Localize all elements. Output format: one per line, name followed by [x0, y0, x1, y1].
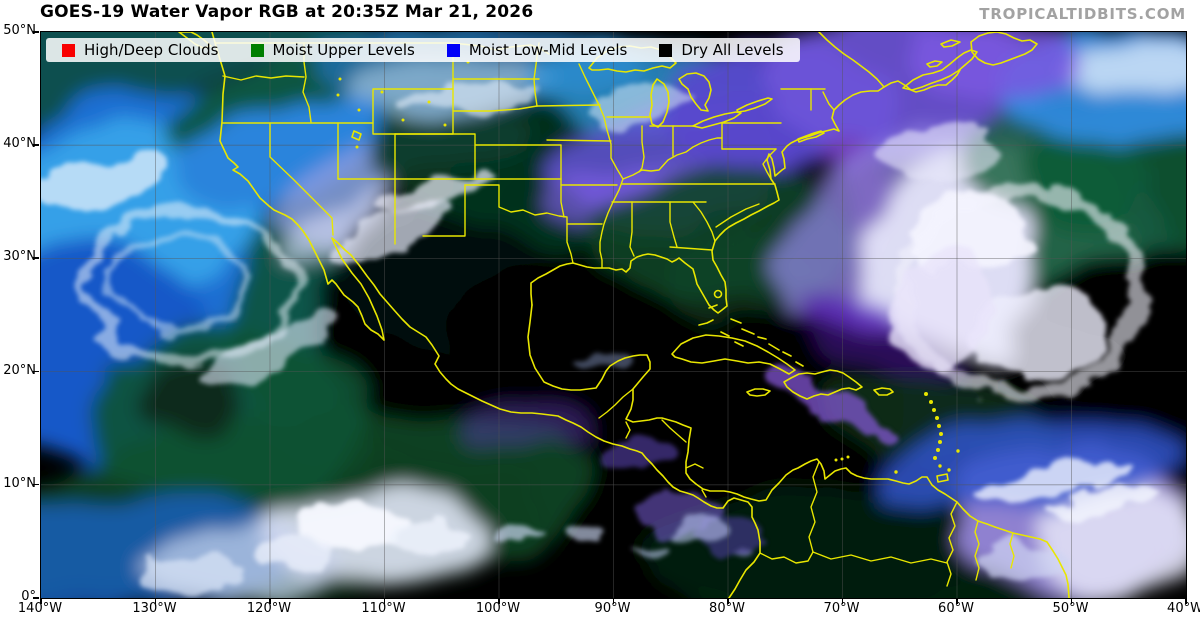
legend-label: Moist Upper Levels — [272, 41, 415, 59]
legend-item: Moist Low-Mid Levels — [446, 41, 628, 59]
axis-tick — [841, 598, 843, 604]
long-island — [797, 130, 825, 143]
lon-label: 90°W — [594, 601, 631, 616]
lon-label: 70°W — [823, 601, 860, 616]
lon-label: 120°W — [246, 601, 292, 616]
axis-tick — [498, 598, 500, 604]
axis-tick — [612, 598, 614, 604]
small-lakes — [336, 60, 470, 149]
state-borders — [214, 42, 835, 269]
legend-label: Dry All Levels — [681, 41, 784, 59]
axis-tick — [40, 598, 42, 604]
lon-label: 130°W — [132, 601, 177, 616]
bahamas — [708, 304, 804, 367]
legend-swatch — [446, 43, 460, 57]
puerto-rico — [873, 387, 894, 396]
axis-tick — [33, 370, 39, 373]
legend: High/Deep Clouds Moist Upper Levels Moist … — [46, 38, 800, 62]
lake-huron — [678, 72, 712, 112]
south-america-borders — [759, 461, 1015, 587]
central-america-borders — [598, 388, 707, 498]
legend-item: Dry All Levels — [659, 41, 784, 59]
page-title: GOES-19 Water Vapor RGB at 20:35Z Mar 21… — [40, 2, 534, 22]
lat-label: 10°N — [3, 475, 36, 491]
great-salt-lake — [351, 130, 362, 141]
lat-label: 40°N — [3, 136, 36, 152]
legend-swatch — [62, 43, 75, 57]
coastline-pacific — [211, 32, 761, 598]
axis-tick — [1070, 598, 1072, 604]
lon-label: 60°W — [938, 601, 974, 616]
lake-okeechobee — [713, 289, 723, 299]
axis-tick — [33, 144, 39, 146]
axis-tick — [383, 598, 385, 604]
lake-ontario — [736, 97, 773, 113]
axis-tick — [33, 597, 39, 599]
axis-tick — [33, 483, 39, 486]
lake-michigan — [649, 78, 670, 128]
coastline-gulf-caribbean — [527, 304, 1070, 598]
hispaniola — [783, 369, 863, 400]
satellite-image — [41, 32, 1186, 598]
cloud-details — [41, 81, 1160, 595]
florida-keys — [698, 319, 714, 326]
lon-label: 110°W — [361, 601, 406, 616]
legend-label: Moist Low-Mid Levels — [468, 41, 628, 59]
lat-label: 50°N — [3, 23, 36, 38]
lake-erie — [692, 111, 742, 129]
lon-label: 80°W — [709, 601, 745, 616]
axis-tick — [33, 257, 39, 259]
legend-item: Moist Upper Levels — [250, 41, 415, 59]
axis-tick — [33, 31, 39, 33]
axis-tick — [269, 598, 271, 604]
axis-tick — [154, 598, 156, 604]
lon-label: 140°W — [17, 601, 63, 616]
lon-label: 100°W — [475, 601, 521, 616]
legend-label: High/Deep Clouds — [84, 41, 219, 59]
satellite-map: High/Deep Clouds Moist Upper Levels Moist … — [40, 31, 1187, 599]
lat-label: 20°N — [3, 362, 36, 378]
axis-tick — [1185, 598, 1187, 604]
prince-edward-island — [926, 60, 943, 68]
lat-label: 30°N — [3, 249, 36, 265]
coastline-st-lawrence — [818, 32, 885, 88]
lesser-antilles — [834, 392, 960, 474]
cuba — [671, 334, 796, 375]
site-watermark: TROPICALTIDBITS.COM — [979, 5, 1186, 23]
anticosti-island — [940, 39, 961, 48]
lat-label: 0° — [21, 589, 36, 604]
coastline-us-east — [530, 69, 961, 314]
jamaica — [746, 388, 771, 397]
axis-tick — [956, 598, 958, 604]
legend-item: High/Deep Clouds — [62, 41, 219, 59]
legend-swatch — [659, 43, 673, 57]
nova-scotia — [902, 49, 978, 91]
axis-tick — [727, 598, 729, 604]
map-boundaries — [178, 32, 1070, 598]
lon-label: 50°W — [1052, 601, 1089, 616]
gridlines — [41, 32, 1186, 598]
legend-swatch — [250, 43, 264, 57]
trinidad — [936, 473, 949, 483]
lon-label: 40°W — [1167, 601, 1200, 616]
newfoundland — [970, 32, 1038, 66]
